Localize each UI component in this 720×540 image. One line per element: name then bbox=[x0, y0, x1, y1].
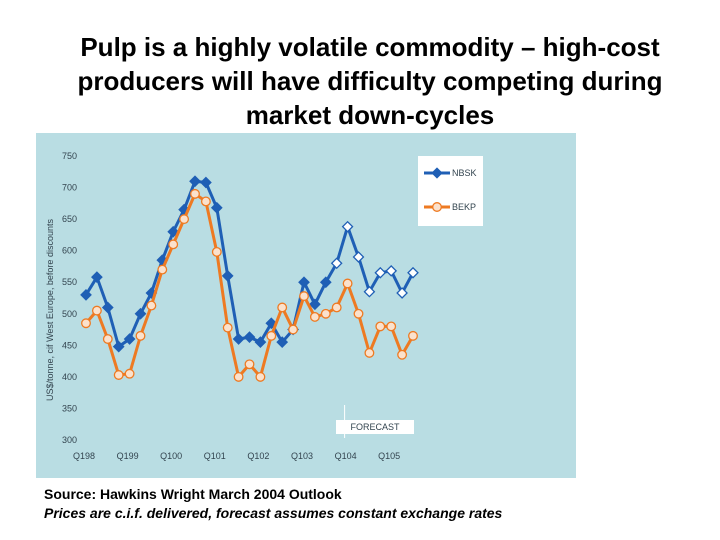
data-point bbox=[123, 333, 136, 345]
y-tick-label: 500 bbox=[62, 309, 77, 319]
y-tick-label: 550 bbox=[62, 277, 77, 287]
x-tick-label: Q198 bbox=[73, 451, 95, 461]
data-point bbox=[309, 298, 321, 311]
data-point bbox=[330, 257, 343, 270]
data-point bbox=[266, 330, 277, 341]
y-tick-label: 750 bbox=[62, 151, 77, 161]
plot-background bbox=[36, 133, 576, 478]
data-point bbox=[397, 349, 408, 360]
data-point bbox=[112, 340, 125, 353]
data-point bbox=[113, 370, 124, 380]
series-nbsk bbox=[80, 175, 419, 353]
source-text: Source: Hawkins Wright March 2004 Outloo… bbox=[44, 486, 342, 502]
data-point bbox=[319, 276, 332, 289]
pulp-price-chart: 750 700 650 600 550 500 450 400 350 300 Q198 Q199 Q… bbox=[36, 133, 576, 478]
data-point bbox=[91, 271, 103, 284]
legend-items: NBSK BEKP bbox=[424, 167, 477, 212]
y-axis-title: US$/tonne, cif West Europe, before disco… bbox=[45, 219, 55, 401]
data-point bbox=[244, 359, 255, 370]
forecast-box bbox=[336, 420, 414, 434]
series-bekp bbox=[81, 188, 418, 382]
x-tick-label: Q101 bbox=[204, 451, 226, 461]
y-tick-label: 700 bbox=[62, 183, 77, 193]
data-point bbox=[222, 322, 233, 333]
forecast-marker: FORECAST bbox=[336, 405, 414, 438]
x-tick-label: Q199 bbox=[117, 451, 139, 461]
x-tick-label: Q102 bbox=[247, 451, 269, 461]
data-point bbox=[352, 251, 365, 263]
data-point bbox=[309, 311, 320, 322]
legend-item-nbsk: NBSK bbox=[424, 167, 477, 179]
legend-label: NBSK bbox=[452, 168, 477, 178]
data-point bbox=[200, 176, 212, 189]
y-tick-label: 650 bbox=[62, 214, 77, 224]
legend-swatch-marker bbox=[432, 202, 442, 212]
data-point bbox=[320, 308, 331, 319]
series-group bbox=[80, 175, 419, 382]
data-point bbox=[211, 246, 222, 257]
data-point bbox=[375, 321, 386, 332]
x-axis-ticks: Q198 Q199 Q100 Q101 Q102 Q103 Q104 Q105 bbox=[73, 451, 400, 461]
data-point bbox=[81, 318, 91, 329]
x-tick-label: Q103 bbox=[291, 451, 313, 461]
data-point bbox=[353, 308, 364, 319]
data-point bbox=[134, 307, 147, 320]
data-point bbox=[168, 239, 179, 250]
data-point bbox=[386, 321, 397, 332]
legend: NBSK BEKP bbox=[418, 156, 483, 226]
data-point bbox=[135, 330, 146, 341]
data-point bbox=[276, 336, 289, 349]
data-point bbox=[233, 371, 244, 382]
data-point bbox=[298, 276, 310, 289]
note-text: Prices are c.i.f. delivered, forecast as… bbox=[44, 505, 503, 521]
data-point bbox=[221, 270, 234, 282]
data-point bbox=[364, 347, 375, 358]
y-tick-label: 400 bbox=[62, 372, 77, 382]
data-point bbox=[124, 368, 135, 379]
data-point bbox=[101, 301, 114, 314]
data-point bbox=[277, 302, 288, 313]
x-tick-label: Q104 bbox=[335, 451, 357, 461]
y-tick-label: 450 bbox=[62, 340, 77, 350]
data-point bbox=[91, 305, 102, 316]
data-point bbox=[342, 278, 353, 289]
data-point bbox=[243, 331, 256, 343]
y-tick-label: 350 bbox=[62, 403, 77, 413]
data-point bbox=[255, 371, 266, 382]
data-point bbox=[385, 264, 398, 277]
data-point bbox=[80, 288, 92, 301]
data-point bbox=[232, 333, 245, 345]
data-point bbox=[396, 287, 408, 299]
data-point bbox=[254, 336, 267, 349]
forecast-label: FORECAST bbox=[350, 422, 400, 432]
legend-label: BEKP bbox=[452, 202, 476, 212]
data-point bbox=[374, 266, 387, 279]
data-point bbox=[189, 175, 201, 188]
data-point bbox=[288, 324, 299, 335]
legend-box bbox=[418, 156, 483, 226]
data-point bbox=[341, 220, 354, 233]
data-point bbox=[200, 196, 211, 207]
data-point bbox=[146, 300, 157, 311]
slide-title: Pulp is a highly volatile commodity – hi… bbox=[77, 32, 663, 130]
data-point bbox=[210, 201, 223, 214]
data-point bbox=[363, 285, 376, 298]
data-point bbox=[299, 291, 309, 302]
data-point bbox=[179, 214, 190, 225]
data-point bbox=[157, 264, 168, 275]
legend-swatch-marker bbox=[431, 167, 443, 179]
y-tick-label: 300 bbox=[62, 435, 77, 445]
legend-item-bekp: BEKP bbox=[424, 202, 476, 212]
data-point bbox=[190, 188, 200, 199]
x-tick-label: Q100 bbox=[160, 451, 182, 461]
x-tick-label: Q105 bbox=[378, 451, 400, 461]
data-point bbox=[407, 266, 419, 279]
data-point bbox=[167, 225, 180, 238]
y-axis-ticks: 750 700 650 600 550 500 450 400 350 300 bbox=[62, 151, 77, 445]
data-point bbox=[408, 330, 418, 341]
data-point bbox=[331, 302, 342, 313]
y-tick-label: 600 bbox=[62, 246, 77, 256]
data-point bbox=[102, 334, 113, 344]
